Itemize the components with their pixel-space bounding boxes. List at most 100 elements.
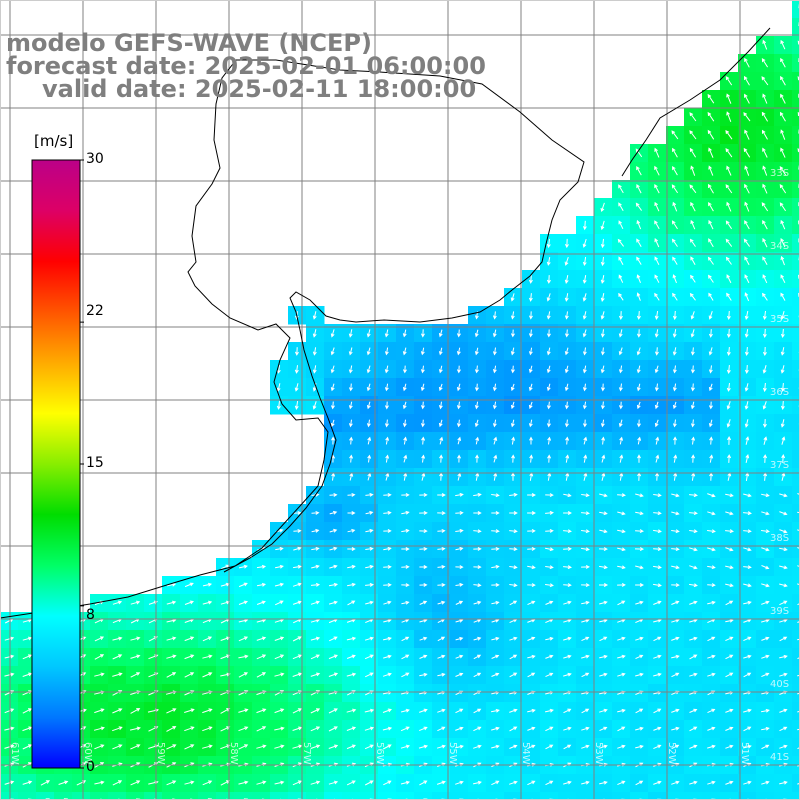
wind-vector-arrow (330, 365, 335, 374)
wind-vector-arrow (130, 744, 141, 750)
wind-vector-arrow (744, 401, 749, 410)
wind-vector-arrow (329, 492, 338, 497)
wind-vector-arrow (473, 744, 482, 749)
wind-vector-arrow (274, 672, 285, 677)
wind-speed-cell (792, 306, 800, 325)
wind-vector-arrow (509, 744, 518, 749)
colorbar-tick-8: 8 (86, 607, 95, 623)
wind-vector-arrow (455, 492, 464, 497)
wind-vector-arrow (382, 726, 393, 731)
wind-vector-arrow (419, 726, 428, 732)
wind-vector-arrow (654, 165, 660, 176)
wind-vector-arrow (400, 726, 410, 732)
wind-vector-arrow (455, 672, 464, 677)
wind-vector-arrow (328, 780, 339, 785)
wind-vector-arrow (744, 183, 750, 194)
wind-vector-arrow (22, 780, 33, 785)
wind-vector-arrow (330, 383, 335, 392)
wind-vector-arrow (797, 764, 800, 767)
wind-speed-cell (792, 288, 800, 307)
wind-vector-arrow (365, 510, 374, 515)
wind-vector-arrow (294, 365, 299, 374)
wind-vector-arrow (672, 365, 677, 374)
wind-vector-arrow (528, 329, 533, 338)
wind-vector-arrow (202, 636, 213, 642)
wind-vector-arrow (456, 383, 461, 392)
wind-vector-arrow (600, 329, 605, 338)
wind-vector-arrow (330, 329, 335, 338)
wind-vector-arrow (293, 528, 302, 533)
wind-vector-arrow (761, 583, 770, 588)
wind-speed-cell (792, 468, 800, 487)
wind-vector-arrow (762, 256, 768, 266)
wind-vector-arrow (366, 419, 371, 428)
wind-speed-cell (18, 792, 37, 800)
wind-vector-arrow (528, 275, 533, 284)
wind-vector-arrow (510, 383, 515, 392)
wind-vector-arrow (581, 708, 590, 714)
wind-speed-cell (72, 792, 91, 800)
wind-speed-cell (612, 792, 631, 800)
wind-vector-arrow (707, 780, 716, 785)
wind-vector-arrow (600, 292, 605, 302)
wind-vector-arrow (780, 75, 786, 86)
wind-vector-arrow (691, 454, 696, 463)
wind-vector-arrow (655, 454, 660, 463)
wind-vector-arrow (762, 310, 767, 321)
wind-vector-arrow (617, 600, 626, 606)
wind-vector-arrow (634, 547, 645, 552)
wind-vector-arrow (312, 401, 317, 410)
wind-vector-arrow (473, 654, 482, 660)
wind-vector-arrow (636, 419, 641, 428)
wind-vector-arrow (762, 129, 768, 140)
wind-vector-arrow (22, 744, 33, 750)
wind-vector-arrow (726, 401, 731, 410)
wind-vector-arrow (473, 726, 482, 732)
wind-vector-arrow (274, 654, 285, 660)
wind-vector-arrow (743, 529, 752, 534)
wind-vector-arrow (725, 256, 732, 265)
wind-vector-arrow (743, 654, 752, 659)
wind-vector-arrow (671, 654, 680, 659)
lat-label-36s: 36S (770, 387, 790, 398)
wind-vector-arrow (618, 184, 624, 194)
wind-vector-arrow (690, 419, 695, 428)
wind-vector-arrow (437, 654, 446, 659)
wind-vector-arrow (491, 546, 500, 551)
wind-vector-arrow (563, 726, 572, 731)
coastline (0, 59, 585, 619)
wind-vector-arrow (582, 383, 587, 392)
wind-vector-arrow (743, 636, 752, 642)
wind-vector-arrow (329, 564, 338, 569)
wind-vector-arrow (636, 274, 641, 283)
wind-vector-arrow (600, 220, 605, 231)
wind-vector-arrow (112, 708, 123, 714)
wind-vector-arrow (635, 744, 644, 749)
wind-vector-arrow (671, 130, 679, 140)
wind-vector-arrow (744, 274, 750, 284)
wind-vector-arrow (708, 383, 713, 392)
wind-vector-arrow (635, 600, 644, 605)
wind-vector-arrow (707, 493, 716, 498)
wind-vector-arrow (672, 201, 678, 212)
wind-vector-arrow (762, 382, 767, 393)
wind-vector-arrow (384, 329, 389, 338)
wind-vector-arrow (725, 220, 733, 230)
wind-vector-arrow (112, 780, 123, 786)
wind-speed-cell (792, 342, 800, 361)
wind-vector-arrow (583, 454, 588, 463)
wind-vector-arrow (329, 546, 338, 551)
wind-vector-arrow (347, 528, 356, 533)
wind-vector-arrow (707, 654, 716, 659)
wind-vector-arrow (779, 708, 788, 713)
wind-vector-arrow (528, 383, 533, 392)
wind-speed-cell (792, 774, 800, 793)
wind-vector-arrow (779, 529, 788, 534)
wind-vector-arrow (528, 347, 533, 356)
wind-vector-arrow (94, 708, 105, 714)
lat-label-40s: 40S (770, 679, 790, 690)
wind-vector-arrow (636, 183, 642, 194)
wind-vector-arrow (346, 780, 356, 786)
wind-vector-arrow (22, 654, 33, 660)
wind-vector-arrow (797, 674, 800, 677)
